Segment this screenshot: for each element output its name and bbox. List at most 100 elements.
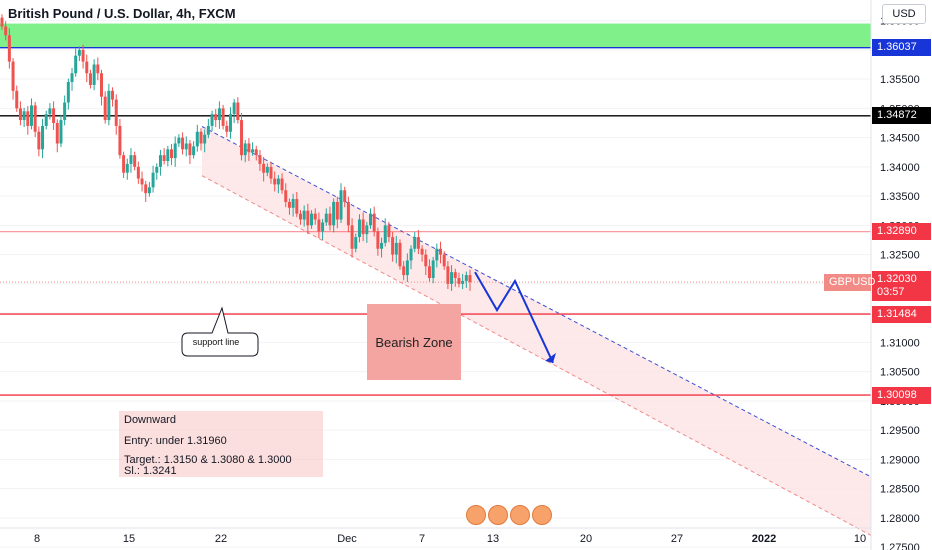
resistance-zone [0, 23, 871, 48]
candle-body [232, 102, 236, 115]
candle-body [195, 131, 199, 147]
x-tick-label: Dec [337, 533, 357, 545]
y-tick-label: 1.29000 [880, 454, 920, 466]
candle-body [66, 82, 70, 103]
candle-body [265, 166, 269, 173]
y-tick-label: 1.34000 [880, 162, 920, 174]
candle-body [450, 272, 454, 284]
candle-body [118, 125, 122, 156]
candle-body [284, 190, 288, 202]
currency-button[interactable]: USD [882, 4, 926, 24]
x-tick-label: 2022 [752, 533, 776, 545]
candle-body [258, 155, 262, 164]
y-tick-label: 1.34500 [880, 133, 920, 145]
candle-body [295, 199, 299, 214]
candle-body [387, 225, 391, 238]
chart-title: British Pound / U.S. Dollar, 4h, FXCM [8, 6, 236, 21]
candle-body [52, 108, 56, 123]
candlestick-series [0, 14, 472, 291]
y-tick-label: 1.31000 [880, 337, 920, 349]
event-flag-icon[interactable] [488, 505, 508, 525]
symbol-label: GBPUSD [824, 273, 875, 291]
candle-body [416, 237, 420, 249]
price-label-level: 1.31484 [872, 305, 931, 323]
x-tick-label: 20 [580, 533, 592, 545]
candle-body [206, 125, 210, 135]
candle-body [446, 266, 450, 284]
candle-body [129, 155, 133, 164]
candle-body [435, 248, 439, 261]
candle-body [376, 231, 380, 249]
candle-body [405, 260, 409, 276]
candle-body [44, 114, 48, 126]
candle-body [144, 184, 148, 194]
candle-body [225, 125, 229, 132]
candle-body [350, 225, 354, 249]
candle-body [228, 114, 232, 132]
time-axis[interactable]: 8 15 22 Dec 7 13 20 27 2022 10 [34, 533, 866, 545]
candle-body [298, 213, 302, 220]
event-icons[interactable] [466, 505, 552, 525]
projection-arrowhead [545, 352, 556, 363]
price-label-level: 1.30098 [872, 386, 931, 404]
candle-body [468, 275, 472, 283]
candle-body [394, 242, 398, 255]
event-flag-icon[interactable] [466, 505, 486, 525]
candle-body [383, 225, 387, 243]
candle-body [74, 55, 78, 74]
candle-body [210, 114, 214, 126]
candle-body [365, 225, 369, 235]
candle-body [199, 131, 203, 144]
projection-path [474, 271, 556, 364]
channel-lower-line [201, 175, 872, 536]
candle-body [11, 61, 15, 91]
candle-body [262, 163, 266, 173]
candle-body [251, 149, 255, 153]
candle-body [276, 178, 280, 185]
candle-body [217, 108, 221, 121]
candle-body [188, 143, 192, 156]
candle-body [203, 134, 207, 144]
candle-body [177, 137, 181, 144]
price-axis[interactable]: 1.365001.360001.355001.350001.345001.340… [880, 16, 920, 550]
candle-body [77, 49, 81, 56]
x-tick-label: 22 [215, 533, 227, 545]
candle-body [114, 99, 118, 126]
candle-body [59, 120, 63, 144]
candle-body [243, 143, 247, 156]
candle-body [328, 213, 332, 226]
candle-body [29, 105, 33, 126]
candle-body [343, 190, 347, 202]
candle-body [398, 242, 402, 267]
x-tick-label: 15 [123, 533, 135, 545]
event-flag-icon[interactable] [510, 505, 530, 525]
candle-body [346, 201, 350, 226]
candle-body [427, 266, 431, 278]
candle-body [96, 64, 100, 74]
candle-body [287, 201, 291, 208]
trade-note: Downward Entry: under 1.31960 Target.: 1… [119, 411, 323, 477]
note-entry: Entry: under 1.31960 [124, 435, 227, 447]
price-label-level: 1.32890 [872, 223, 931, 241]
x-tick-label: 27 [671, 533, 683, 545]
event-flag-icon[interactable] [532, 505, 552, 525]
candle-body [247, 143, 251, 153]
candle-body [302, 210, 306, 220]
candle-body [372, 213, 376, 232]
candle-body [424, 254, 428, 267]
bearish-channel [201, 126, 872, 536]
candle-body [369, 213, 373, 226]
x-tick-label: 10 [854, 533, 866, 545]
countdown-label: 03:57 [872, 283, 931, 301]
candle-body [431, 260, 435, 278]
candle-body [103, 96, 107, 121]
y-tick-label: 1.30500 [880, 367, 920, 379]
candle-body [166, 149, 170, 162]
support-line-callout [181, 306, 259, 357]
candle-body [48, 108, 52, 115]
candle-body [122, 155, 126, 173]
candle-body [37, 131, 41, 150]
horizontal-levels [0, 47, 871, 396]
candle-body [324, 213, 328, 223]
candle-body [332, 201, 336, 226]
